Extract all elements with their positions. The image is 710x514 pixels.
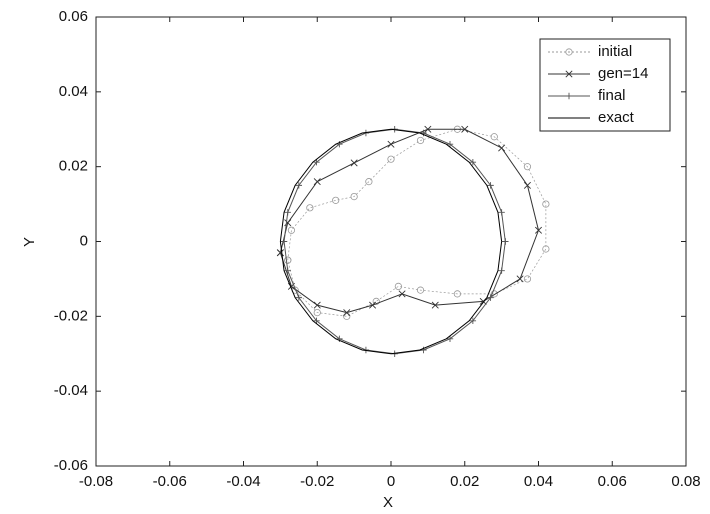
marker <box>295 294 303 301</box>
marker <box>416 286 425 294</box>
marker <box>372 297 380 305</box>
y-tick-label: -0.02 <box>54 307 88 324</box>
marker <box>487 294 494 301</box>
series-line <box>287 128 547 317</box>
marker <box>487 182 494 189</box>
marker <box>313 301 321 309</box>
marker <box>295 182 303 189</box>
marker <box>287 226 296 234</box>
marker <box>431 301 439 309</box>
marker <box>446 141 454 148</box>
marker <box>313 308 321 317</box>
marker <box>542 245 550 253</box>
legend-label: initial <box>598 43 632 60</box>
y-tick-label: -0.04 <box>54 382 88 399</box>
marker <box>284 209 291 216</box>
marker <box>313 317 320 325</box>
marker <box>446 335 454 342</box>
marker <box>284 219 292 227</box>
series-line <box>279 128 503 355</box>
legend-label: final <box>598 87 626 104</box>
marker <box>332 196 340 204</box>
legend-marker <box>565 92 573 100</box>
marker <box>424 125 432 133</box>
marker <box>523 163 532 171</box>
marker <box>284 267 291 274</box>
marker <box>280 238 288 245</box>
x-tick-label: 0 <box>387 473 395 490</box>
marker <box>387 155 395 163</box>
legend-marker <box>565 48 573 56</box>
marker <box>469 158 477 166</box>
series-line <box>283 128 506 355</box>
marker <box>498 209 505 216</box>
marker <box>523 275 532 283</box>
x-tick-label: -0.06 <box>153 473 187 490</box>
marker <box>313 158 320 166</box>
x-tick-label: -0.04 <box>226 473 260 490</box>
marker <box>369 301 377 309</box>
marker <box>276 249 284 257</box>
marker <box>350 159 358 167</box>
marker <box>534 226 543 234</box>
marker <box>453 290 461 298</box>
legend-label: exact <box>598 109 635 126</box>
legend-marker <box>565 70 573 78</box>
marker <box>343 309 351 317</box>
marker <box>498 144 506 152</box>
marker <box>490 133 498 141</box>
marker <box>398 290 406 298</box>
x-tick-label: 0.02 <box>450 473 479 490</box>
marker <box>306 204 314 212</box>
y-tick-label: 0.06 <box>59 8 88 25</box>
marker <box>502 238 509 245</box>
marker <box>461 125 469 133</box>
marker <box>350 193 358 201</box>
y-tick-label: 0.04 <box>59 83 88 100</box>
marker <box>336 335 343 342</box>
marker <box>416 136 425 145</box>
marker <box>420 129 427 137</box>
x-axis-label: X <box>383 494 393 511</box>
marker <box>523 181 531 189</box>
marker <box>394 282 402 290</box>
marker <box>469 317 477 325</box>
marker <box>336 141 343 148</box>
x-tick-label: -0.08 <box>79 473 113 490</box>
x-tick-label: 0.04 <box>524 473 553 490</box>
x-tick-label: 0.06 <box>598 473 627 490</box>
x-tick-label: -0.02 <box>300 473 334 490</box>
y-tick-label: -0.06 <box>54 457 88 474</box>
y-tick-label: 0.02 <box>59 158 88 175</box>
x-tick-label: 0.08 <box>671 473 700 490</box>
marker <box>365 178 373 186</box>
marker <box>387 140 395 148</box>
marker <box>313 178 321 186</box>
marker <box>490 290 498 298</box>
y-tick-label: 0 <box>80 232 88 249</box>
legend-box <box>539 38 671 132</box>
marker <box>420 346 427 354</box>
y-axis-label: Y <box>21 237 38 247</box>
marker <box>498 267 505 274</box>
marker <box>284 256 292 264</box>
legend-label: gen=14 <box>598 65 648 82</box>
marker <box>542 200 550 208</box>
marker <box>516 275 524 283</box>
